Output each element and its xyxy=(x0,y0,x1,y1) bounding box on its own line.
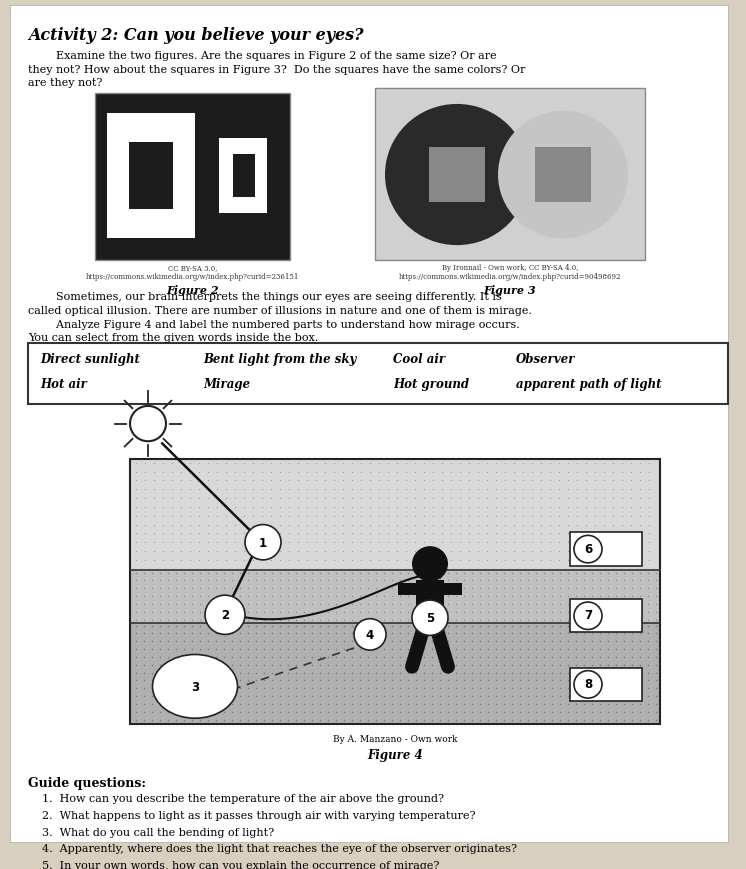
Text: 3: 3 xyxy=(191,680,199,693)
Circle shape xyxy=(498,111,628,238)
Text: 8: 8 xyxy=(584,678,592,691)
Text: Figure 2: Figure 2 xyxy=(166,285,219,296)
Bar xyxy=(130,459,660,570)
Circle shape xyxy=(574,671,602,698)
Bar xyxy=(398,583,462,595)
Ellipse shape xyxy=(152,654,237,719)
Bar xyxy=(107,113,195,238)
Bar xyxy=(219,138,267,213)
Circle shape xyxy=(354,619,386,650)
Bar xyxy=(95,93,290,260)
Text: Sometimes, our brain interprets the things our eyes are seeing differently. It i: Sometimes, our brain interprets the thin… xyxy=(28,292,502,302)
Bar xyxy=(375,89,645,260)
Text: 3.  What do you call the bending of light?: 3. What do you call the bending of light… xyxy=(42,827,274,838)
Text: 7: 7 xyxy=(584,609,592,622)
Text: 4: 4 xyxy=(366,629,374,642)
Bar xyxy=(570,599,642,633)
Circle shape xyxy=(412,546,448,581)
Text: CC BY-SA 3.0,: CC BY-SA 3.0, xyxy=(168,264,217,272)
Text: 2: 2 xyxy=(221,609,229,622)
Bar xyxy=(213,130,275,221)
Text: Mirage: Mirage xyxy=(203,379,250,391)
Circle shape xyxy=(574,602,602,629)
Text: Hot air: Hot air xyxy=(40,379,87,391)
Text: are they not?: are they not? xyxy=(28,78,102,89)
Text: Cool air: Cool air xyxy=(393,353,445,366)
Bar xyxy=(233,154,255,197)
Text: https://commons.wikimedia.org/w/index.php?curid=236151: https://commons.wikimedia.org/w/index.ph… xyxy=(86,273,299,281)
Bar xyxy=(130,622,660,724)
Bar xyxy=(28,343,728,404)
Circle shape xyxy=(205,595,245,634)
Text: 2.  What happens to light as it passes through air with varying temperature?: 2. What happens to light as it passes th… xyxy=(42,811,475,821)
Text: 1.  How can you describe the temperature of the air above the ground?: 1. How can you describe the temperature … xyxy=(42,794,444,804)
Bar xyxy=(129,143,173,209)
Text: Figure 3: Figure 3 xyxy=(483,285,536,296)
Text: Examine the two figures. Are the squares in Figure 2 of the same size? Or are: Examine the two figures. Are the squares… xyxy=(28,51,497,61)
Circle shape xyxy=(412,600,448,635)
Text: 5: 5 xyxy=(426,612,434,625)
Text: Observer: Observer xyxy=(516,353,575,366)
Bar xyxy=(429,147,485,202)
Text: 1: 1 xyxy=(259,537,267,550)
Text: Guide questions:: Guide questions: xyxy=(28,777,146,790)
Text: 6: 6 xyxy=(584,542,592,555)
Text: called optical illusion. There are number of illusions in nature and one of them: called optical illusion. There are numbe… xyxy=(28,306,532,316)
Bar xyxy=(535,147,591,202)
Circle shape xyxy=(130,406,166,441)
Text: Analyze Figure 4 and label the numbered parts to understand how mirage occurs.: Analyze Figure 4 and label the numbered … xyxy=(28,320,520,329)
Bar xyxy=(570,667,642,701)
Text: https://commons.wikimedia.org/w/index.php?curid=90498692: https://commons.wikimedia.org/w/index.ph… xyxy=(399,273,621,281)
Circle shape xyxy=(574,535,602,563)
Bar xyxy=(130,459,660,724)
Bar xyxy=(130,570,660,622)
Text: apparent path of light: apparent path of light xyxy=(516,379,662,391)
Text: By A. Manzano - Own work: By A. Manzano - Own work xyxy=(333,735,457,745)
Bar xyxy=(416,580,444,629)
Text: You can select from the given words inside the box.: You can select from the given words insi… xyxy=(28,334,319,343)
Bar xyxy=(570,533,642,566)
Text: Hot ground: Hot ground xyxy=(393,379,469,391)
Text: they not? How about the squares in Figure 3?  Do the squares have the same color: they not? How about the squares in Figur… xyxy=(28,64,525,75)
Text: Figure 4: Figure 4 xyxy=(367,749,423,762)
Text: 5.  In your own words, how can you explain the occurrence of mirage?: 5. In your own words, how can you explai… xyxy=(42,861,439,869)
Text: 4.  Apparently, where does the light that reaches the eye of the observer origin: 4. Apparently, where does the light that… xyxy=(42,844,517,854)
Circle shape xyxy=(245,525,281,560)
Text: By Ironnail - Own work, CC BY-SA 4.0,: By Ironnail - Own work, CC BY-SA 4.0, xyxy=(442,264,578,272)
Circle shape xyxy=(385,104,529,245)
Text: Direct sunlight: Direct sunlight xyxy=(40,353,140,366)
Text: Activity 2: Can you believe your eyes?: Activity 2: Can you believe your eyes? xyxy=(28,28,363,44)
Text: Bent light from the sky: Bent light from the sky xyxy=(203,353,357,366)
